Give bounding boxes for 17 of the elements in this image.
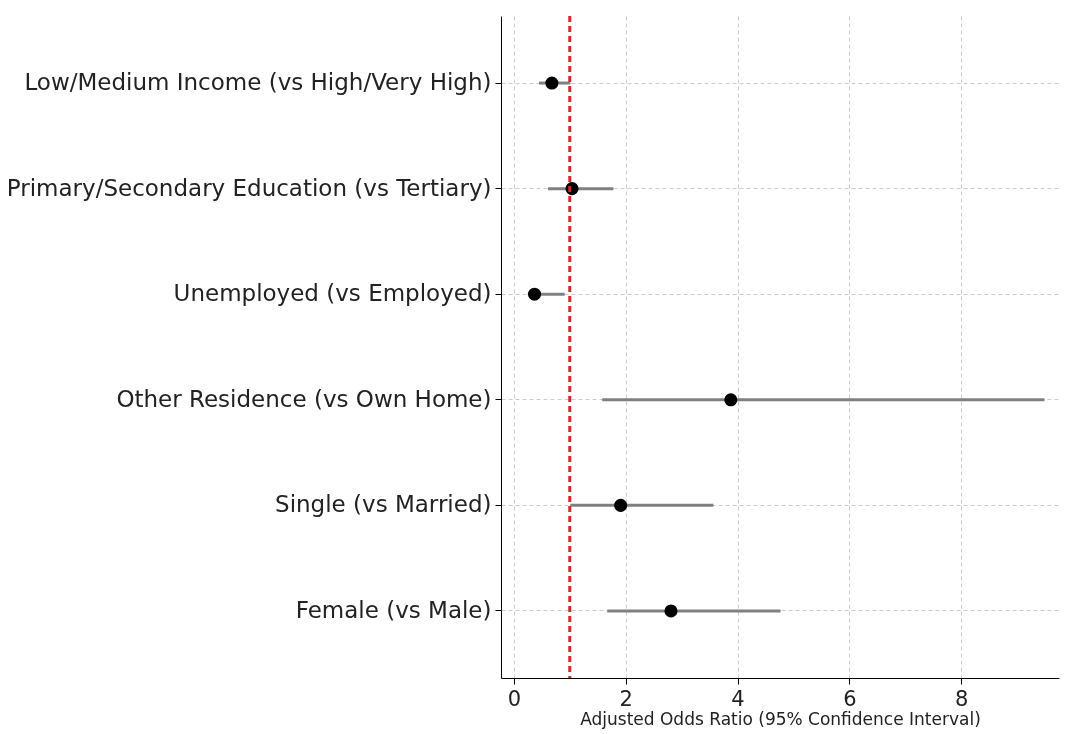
point bbox=[614, 498, 628, 512]
x-tick-label: 6 bbox=[843, 686, 857, 711]
point bbox=[724, 393, 738, 407]
y-tick-label: Low/Medium Income (vs High/Very High) bbox=[24, 69, 492, 96]
y-tick-label: Single (vs Married) bbox=[275, 491, 492, 518]
point bbox=[528, 287, 542, 301]
y-tick-label: Primary/Secondary Education (vs Tertiary) bbox=[6, 174, 492, 201]
x-tick-label: 2 bbox=[619, 686, 633, 711]
x-tick-label: 8 bbox=[954, 686, 969, 711]
x-axis-title: Adjusted Odds Ratio (95% Confidence Interval) bbox=[580, 708, 981, 729]
point bbox=[664, 604, 678, 618]
y-tick-label: Unemployed (vs Employed) bbox=[173, 280, 492, 307]
x-tick-label: 4 bbox=[731, 686, 745, 711]
y-tick-label: Female (vs Male) bbox=[295, 596, 492, 623]
x-tick-label: 0 bbox=[507, 686, 522, 711]
y-tick-label: Other Residence (vs Own Home) bbox=[116, 385, 492, 412]
point bbox=[545, 76, 559, 90]
